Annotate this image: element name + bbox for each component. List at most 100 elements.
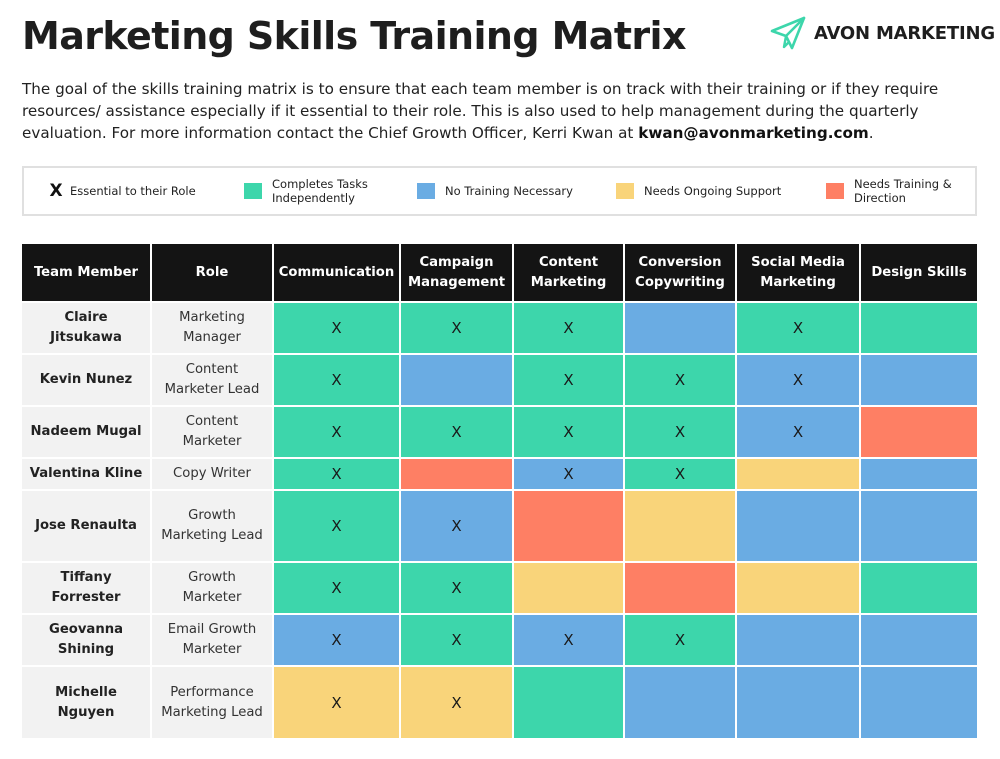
legend-swatch <box>616 183 634 199</box>
header-role: Role <box>151 244 274 302</box>
skill-cell: X <box>512 457 625 491</box>
skill-cell: X <box>735 405 861 459</box>
legend-label: Needs Ongoing Support <box>644 184 782 198</box>
skill-cell <box>859 489 977 563</box>
table-row: Tiffany Forrester Growth Marketer X X <box>22 561 977 615</box>
table-header-row: Team Member Role Communication Campaign … <box>22 244 977 302</box>
skill-cell <box>399 457 514 491</box>
table-row: Valentina Kline Copy Writer X X X <box>22 457 977 491</box>
table-row: Nadeem Mugal Content Marketer X X X X X <box>22 405 977 459</box>
team-member-role: Marketing Manager <box>150 301 274 355</box>
intro-end: . <box>868 124 874 142</box>
skill-cell <box>859 457 977 491</box>
skill-cell: X <box>272 665 401 738</box>
skill-cell: X <box>399 665 514 738</box>
skill-cell: X <box>399 301 514 355</box>
skill-cell: X <box>735 353 861 407</box>
table-row: Kevin Nunez Content Marketer Lead X X X X <box>22 353 977 407</box>
skills-matrix-table: Team Member Role Communication Campaign … <box>22 244 977 738</box>
skill-cell: X <box>623 613 737 667</box>
team-member-role: Content Marketer <box>150 405 274 459</box>
table-body: Claire Jitsukawa Marketing Manager X X X X Kev… <box>22 301 977 738</box>
contact-email: kwan@avonmarketing.com <box>638 124 869 142</box>
team-member-name: Tiffany Forrester <box>22 561 152 615</box>
header-campaign-management: Campaign Management <box>400 244 514 302</box>
skill-cell <box>623 561 737 615</box>
legend: X Essential to their Role Completes Task… <box>22 166 977 216</box>
team-member-role: Performance Marketing Lead <box>150 665 274 738</box>
skill-cell: X <box>272 301 401 355</box>
team-member-name: Jose Renaulta <box>22 489 152 563</box>
table-row: Claire Jitsukawa Marketing Manager X X X X <box>22 301 977 355</box>
legend-swatch <box>826 183 844 199</box>
table-row: Geovanna Shining Email Growth Marketer X X X… <box>22 613 977 667</box>
skill-cell <box>623 489 737 563</box>
skill-cell <box>859 405 977 459</box>
skill-cell <box>512 561 625 615</box>
team-member-name: Valentina Kline <box>22 457 152 491</box>
skill-cell: X <box>399 405 514 459</box>
brand-logo: AVON MARKETING <box>770 16 995 50</box>
skill-cell: X <box>512 353 625 407</box>
skill-cell <box>859 301 977 355</box>
legend-item-essential: X Essential to their Role <box>42 168 196 214</box>
skill-cell <box>859 665 977 738</box>
header-design-skills: Design Skills <box>860 244 977 302</box>
header-conversion-copywriting: Conversion Copywriting <box>624 244 737 302</box>
skill-cell <box>735 613 861 667</box>
skill-cell <box>859 613 977 667</box>
team-member-name: Geovanna Shining <box>22 613 152 667</box>
legend-item-completes: Completes Tasks Independently <box>244 168 404 214</box>
legend-swatch <box>417 183 435 199</box>
skill-cell <box>512 489 625 563</box>
skill-cell <box>735 457 861 491</box>
skill-cell: X <box>272 561 401 615</box>
skill-cell <box>859 353 977 407</box>
skill-cell: X <box>272 613 401 667</box>
skill-cell <box>859 561 977 615</box>
header-content-marketing: Content Marketing <box>513 244 625 302</box>
skill-cell: X <box>623 405 737 459</box>
skill-cell: X <box>623 353 737 407</box>
skill-cell: X <box>399 613 514 667</box>
team-member-role: Content Marketer Lead <box>150 353 274 407</box>
team-member-name: Michelle Nguyen <box>22 665 152 738</box>
skill-cell: X <box>272 457 401 491</box>
skill-cell: X <box>272 405 401 459</box>
team-member-name: Claire Jitsukawa <box>22 301 152 355</box>
intro-text: The goal of the skills training matrix i… <box>22 80 939 142</box>
skill-cell: X <box>512 405 625 459</box>
team-member-role: Growth Marketing Lead <box>150 489 274 563</box>
legend-item-no-training: No Training Necessary <box>417 168 573 214</box>
skill-cell: X <box>512 613 625 667</box>
legend-label: Needs Training & Direction <box>854 177 952 205</box>
skill-cell <box>512 665 625 738</box>
header-communication: Communication <box>273 244 401 302</box>
skill-cell: X <box>272 489 401 563</box>
skill-cell: X <box>512 301 625 355</box>
skill-cell <box>399 353 514 407</box>
header-team-member: Team Member <box>22 244 152 302</box>
page-title: Marketing Skills Training Matrix <box>22 14 686 58</box>
table-row: Jose Renaulta Growth Marketing Lead X X <box>22 489 977 563</box>
skill-cell: X <box>735 301 861 355</box>
intro-paragraph: The goal of the skills training matrix i… <box>22 78 982 144</box>
legend-item-ongoing-support: Needs Ongoing Support <box>616 168 781 214</box>
skill-cell <box>735 489 861 563</box>
team-member-role: Email Growth Marketer <box>150 613 274 667</box>
legend-label: Essential to their Role <box>70 184 196 198</box>
x-mark-icon: X <box>49 181 63 201</box>
brand-name: AVON MARKETING <box>814 22 995 44</box>
skill-cell <box>735 561 861 615</box>
legend-label: Completes Tasks Independently <box>272 177 368 205</box>
skill-cell: X <box>399 561 514 615</box>
skill-cell: X <box>272 353 401 407</box>
team-member-name: Kevin Nunez <box>22 353 152 407</box>
legend-swatch <box>244 183 262 199</box>
team-member-role: Growth Marketer <box>150 561 274 615</box>
table-row: Michelle Nguyen Performance Marketing Lea… <box>22 665 977 738</box>
paper-plane-icon <box>770 16 806 50</box>
skill-cell <box>623 665 737 738</box>
team-member-role: Copy Writer <box>150 457 274 491</box>
skill-cell <box>735 665 861 738</box>
